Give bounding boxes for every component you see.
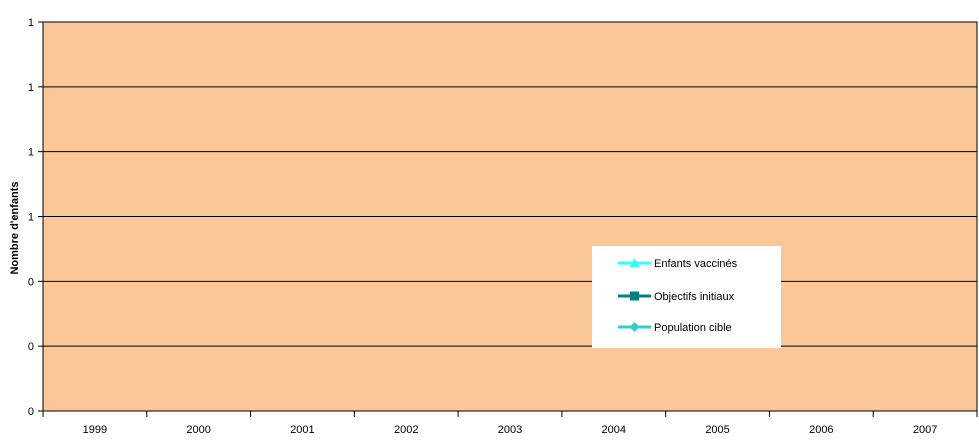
- y-tick-label: 1: [28, 147, 34, 159]
- x-tick-label: 1999: [83, 424, 107, 436]
- grid-lines: [43, 21, 977, 347]
- legend-item-objectifs-initiaux: Objectifs initiaux: [618, 291, 735, 303]
- y-axis: 0 0 0 1 1 1 1: [28, 17, 43, 418]
- y-tick-label: 1: [28, 17, 34, 29]
- x-tick-label: 2003: [498, 424, 522, 436]
- x-tick-label: 2005: [705, 424, 729, 436]
- x-tick-label: 2001: [290, 424, 314, 436]
- y-tick-label: 1: [28, 82, 34, 94]
- diamond-marker-icon: [629, 322, 640, 332]
- legend: Enfants vaccinés Objectifs initiaux Popu…: [592, 246, 781, 348]
- legend-label-objectifs-initiaux: Objectifs initiaux: [654, 291, 735, 303]
- x-tick-label: 2000: [186, 424, 210, 436]
- y-tick-label: 0: [28, 276, 34, 288]
- y-axis-label: Nombre d'enfants: [9, 181, 21, 274]
- x-axis: 1999 2000 2001 2002 2003 2004 2005 2006 2007: [42, 411, 978, 436]
- legend-item-enfants-vaccines: Enfants vaccinés: [618, 258, 738, 270]
- y-tick-label: 0: [28, 406, 34, 418]
- triangle-marker-icon: [629, 258, 640, 267]
- x-tick-label: 2007: [913, 424, 937, 436]
- square-marker-icon: [630, 291, 639, 301]
- y-tick-label: 1: [28, 212, 34, 224]
- x-tick-label: 2006: [809, 424, 833, 436]
- legend-item-population-cible: Population cible: [618, 322, 732, 334]
- y-tick-label: 0: [28, 341, 34, 353]
- legend-label-enfants-vaccines: Enfants vaccinés: [654, 258, 738, 270]
- x-tick-label: 2004: [602, 424, 626, 436]
- legend-label-population-cible: Population cible: [654, 322, 732, 334]
- x-tick-label: 2002: [394, 424, 418, 436]
